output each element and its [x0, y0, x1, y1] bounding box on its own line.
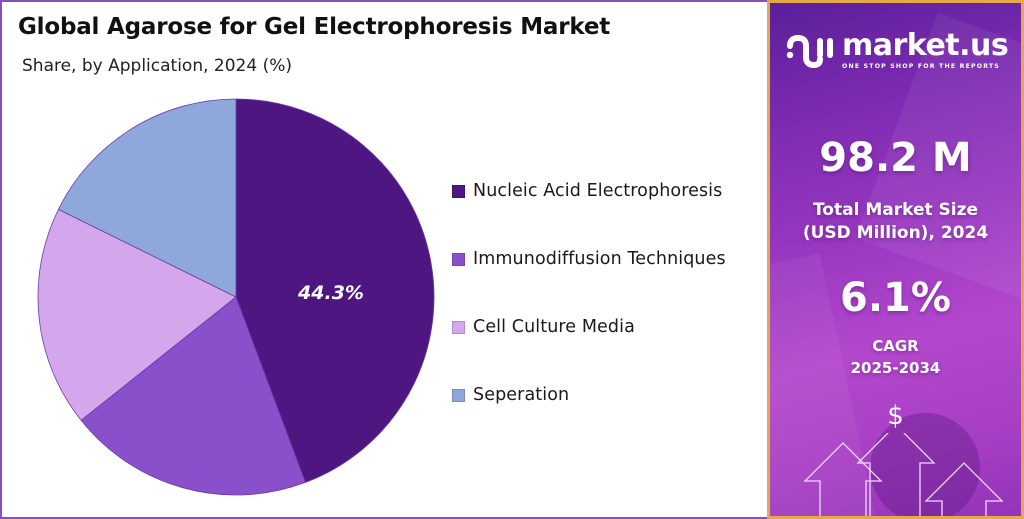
pie-slice	[80, 296, 306, 496]
market-size-value: 98.2 M	[819, 135, 972, 181]
cagr-label-line1: CAGR	[872, 337, 919, 355]
slice-percentage-label: 44.3%	[297, 282, 364, 304]
summary-panel: market.us ONE STOP SHOP FOR THE REPORTS …	[767, 0, 1024, 519]
brand-name: market.us	[842, 28, 1009, 63]
brand-tagline: ONE STOP SHOP FOR THE REPORTS	[842, 63, 1000, 70]
legend: Nucleic Acid Electrophoresis Immunodiffu…	[452, 174, 726, 446]
cagr-label-line2: 2025-2034	[850, 359, 941, 377]
growth-arrows-icon	[803, 433, 1004, 516]
market-size-label-line1: Total Market Size	[812, 200, 979, 220]
legend-swatch	[452, 252, 465, 266]
pie-chart: 44.3%	[36, 97, 436, 497]
chart-title: Global Agarose for Gel Electrophoresis M…	[18, 14, 611, 40]
pie-slice	[235, 98, 435, 483]
legend-item-seperation: Seperation	[452, 378, 726, 412]
pie-chart-svg: 44.3%	[37, 98, 435, 496]
chart-subtitle: Share, by Application, 2024 (%)	[22, 56, 292, 76]
legend-label: Seperation	[473, 385, 570, 405]
legend-swatch	[452, 320, 465, 334]
legend-label: Immunodiffusion Techniques	[473, 249, 726, 269]
legend-item-immunodiffusion: Immunodiffusion Techniques	[452, 242, 726, 276]
market-size-label-line2: (USD Million), 2024	[802, 223, 989, 243]
cagr-label: CAGR 2025-2034	[770, 335, 1021, 379]
legend-swatch	[452, 388, 465, 402]
legend-item-cell-culture: Cell Culture Media	[452, 310, 726, 344]
market-us-logo-icon	[786, 34, 833, 68]
chart-panel: Global Agarose for Gel Electrophoresis M…	[0, 0, 767, 519]
cagr-value: 6.1%	[840, 275, 951, 321]
legend-swatch	[452, 184, 465, 198]
legend-item-nucleic-acid: Nucleic Acid Electrophoresis	[452, 174, 726, 208]
brand-logo: market.us ONE STOP SHOP FOR THE REPORTS	[784, 28, 1009, 70]
legend-label: Nucleic Acid Electrophoresis	[473, 181, 723, 201]
dollar-icon: $	[887, 401, 904, 431]
pie-slice	[37, 208, 237, 421]
pie-slice	[57, 98, 237, 298]
market-size-label: Total Market Size (USD Million), 2024	[770, 199, 1021, 245]
legend-label: Cell Culture Media	[473, 317, 635, 337]
